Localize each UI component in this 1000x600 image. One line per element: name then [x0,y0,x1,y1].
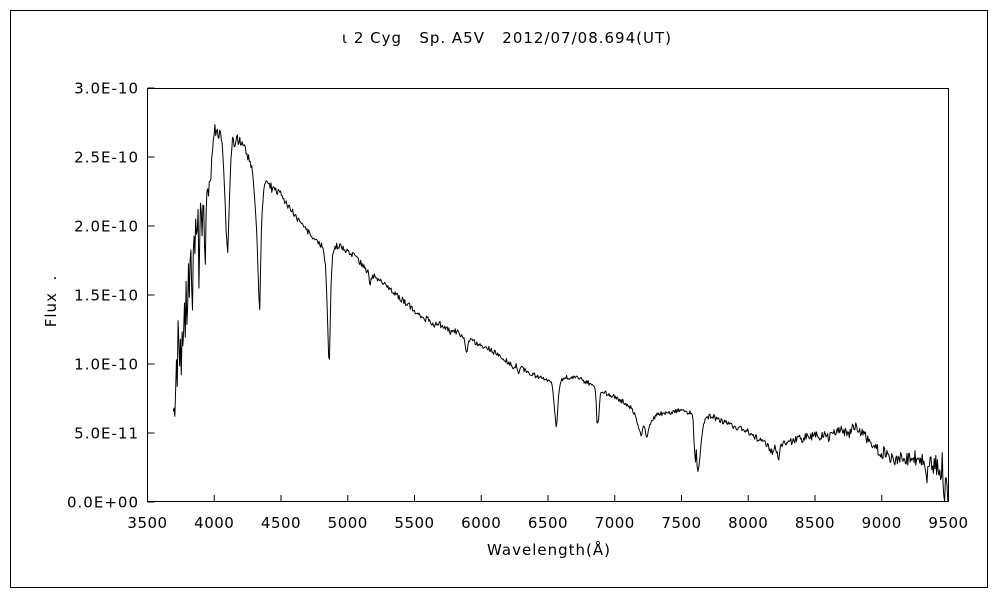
x-tick-label: 7500 [661,514,701,532]
y-tick-label: 1.5E-10 [74,287,139,305]
x-tick-label: 3500 [127,514,167,532]
x-tick-label: 8500 [795,514,835,532]
y-tick-label: 1.0E-10 [74,356,139,374]
x-tick-label: 7000 [595,514,635,532]
chart-title: ι 2 Cyg Sp. A5V 2012/07/08.694(UT) [342,29,672,47]
x-tick-label: 6000 [461,514,501,532]
y-tick-label: 0.0E+00 [67,494,139,512]
x-tick-label: 8000 [728,514,768,532]
x-axis-label: Wavelength(Å) [487,541,611,559]
x-tick-label: 9500 [928,514,968,532]
x-tick-label: 4000 [194,514,234,532]
y-tick-label: 2.5E-10 [74,149,139,167]
plot-outer-border [10,10,988,588]
y-tick-label: 3.0E-10 [74,80,139,98]
y-tick-label: 2.0E-10 [74,218,139,236]
x-tick-label: 5000 [328,514,368,532]
x-tick-label: 9000 [862,514,902,532]
spectrum-trace [172,124,949,502]
x-tick-label: 6500 [528,514,568,532]
x-tick-label: 4500 [261,514,301,532]
x-tick-label: 5500 [394,514,434,532]
y-tick-label: 5.0E-11 [74,425,139,443]
